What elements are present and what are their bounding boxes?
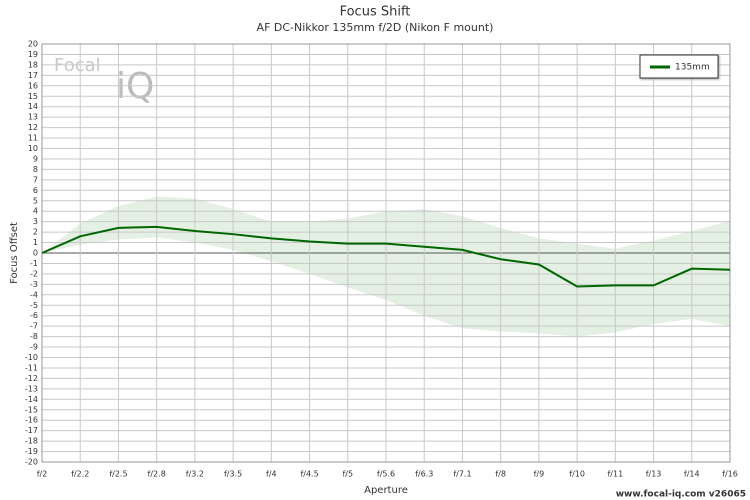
x-tick-label: f/10 xyxy=(569,470,585,479)
x-tick-label: f/3.2 xyxy=(186,470,204,479)
legend-label: 135mm xyxy=(675,63,710,73)
y-tick-label: -3 xyxy=(30,280,38,289)
y-tick-label: -5 xyxy=(30,301,38,310)
watermark-text: iQ xyxy=(116,66,154,107)
y-tick-label: 1 xyxy=(33,238,38,247)
y-tick-label: -9 xyxy=(30,343,38,352)
x-tick-label: f/16 xyxy=(722,470,738,479)
y-tick-label: -18 xyxy=(25,437,38,446)
y-tick-label: 13 xyxy=(28,113,38,122)
y-tick-label: 12 xyxy=(28,123,38,132)
x-tick-label: f/7.1 xyxy=(453,470,471,479)
y-tick-label: -7 xyxy=(30,322,38,331)
y-tick-label: 17 xyxy=(28,71,38,80)
x-tick-label: f/8 xyxy=(495,470,506,479)
y-tick-label: -4 xyxy=(30,290,38,299)
x-tick-label: f/2.8 xyxy=(148,470,166,479)
y-tick-label: 8 xyxy=(33,165,38,174)
y-tick-label: -1 xyxy=(30,259,38,268)
y-tick-label: -10 xyxy=(25,353,38,362)
y-tick-label: -11 xyxy=(25,363,38,372)
y-tick-label: 18 xyxy=(28,60,38,69)
x-tick-label: f/4.5 xyxy=(300,470,318,479)
x-tick-label: f/2 xyxy=(37,470,48,479)
y-tick-label: -6 xyxy=(30,311,38,320)
line-series xyxy=(41,225,731,288)
y-tick-label: 7 xyxy=(33,175,38,184)
y-tick-label: 4 xyxy=(33,207,38,216)
x-tick-label: f/11 xyxy=(607,470,623,479)
x-tick-label: f/9 xyxy=(534,470,545,479)
y-tick-label: -15 xyxy=(25,405,38,414)
x-tick-label: f/3.5 xyxy=(224,470,242,479)
y-tick-label: 10 xyxy=(28,144,38,153)
legend-box xyxy=(639,54,719,79)
x-tick-label: f/2.2 xyxy=(71,470,89,479)
footer: www.focal-iq.com v26065 xyxy=(616,490,746,500)
chart-subtitle: AF DC-Nikkor 135mm f/2D (Nikon F mount) xyxy=(257,21,494,34)
x-tick-label: f/2.5 xyxy=(109,470,127,479)
x-tick-label: f/13 xyxy=(646,470,662,479)
y-tick-label: 16 xyxy=(28,81,38,90)
y-tick-label: -2 xyxy=(30,269,38,278)
x-tick-label: f/6.3 xyxy=(415,470,433,479)
y-tick-label: 6 xyxy=(33,186,38,195)
y-tick-label: -8 xyxy=(30,332,38,341)
y-tick-label: 15 xyxy=(28,92,38,101)
y-tick-label: 11 xyxy=(28,134,38,143)
y-tick-label: 2 xyxy=(33,228,38,237)
x-tick-label: f/14 xyxy=(684,470,700,479)
x-tick-label: f/5 xyxy=(342,470,353,479)
y-tick-label: 0 xyxy=(33,249,38,258)
chart-title: Focus Shift xyxy=(340,5,411,20)
watermark-text: Focal xyxy=(54,55,101,76)
y-tick-label: 5 xyxy=(33,196,38,205)
y-tick-label: -14 xyxy=(25,395,38,404)
y-axis-label: Focus Offset xyxy=(9,222,20,284)
y-tick-label: 14 xyxy=(28,102,38,111)
y-tick-label: -20 xyxy=(25,458,38,467)
y-tick-label: 20 xyxy=(28,40,38,49)
y-tick-label: -19 xyxy=(25,447,38,456)
y-tick-label: -17 xyxy=(25,426,38,435)
y-tick-label: -16 xyxy=(25,416,38,425)
x-axis-label: Aperture xyxy=(364,485,408,496)
y-tick-label: -12 xyxy=(25,374,38,383)
y-tick-label: -13 xyxy=(25,384,38,393)
x-tick-label: f/5.6 xyxy=(377,470,395,479)
x-tick-label: f/4 xyxy=(266,470,277,479)
y-tick-label: 9 xyxy=(33,154,38,163)
y-tick-label: 19 xyxy=(28,50,38,59)
y-tick-label: 3 xyxy=(33,217,38,226)
